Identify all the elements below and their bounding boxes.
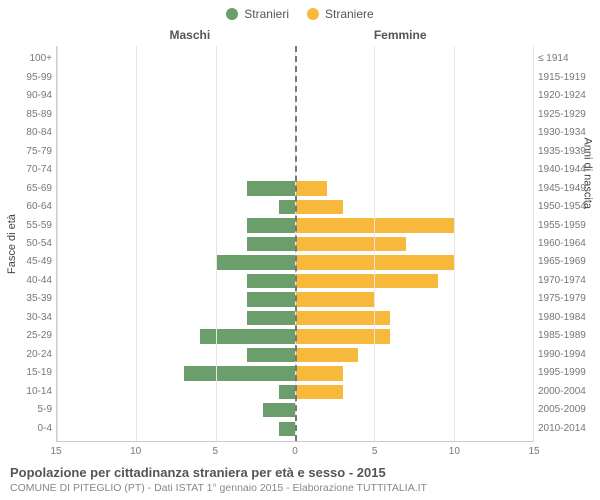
legend-swatch-female xyxy=(307,8,319,20)
bar-female xyxy=(295,385,343,399)
ylabel-birth: 1990-1994 xyxy=(538,349,596,360)
ylabel-birth: ≤ 1914 xyxy=(538,53,596,64)
ylabel-age: 65-69 xyxy=(4,183,52,194)
legend-swatch-male xyxy=(226,8,238,20)
pyramid-chart: Stranieri Straniere Maschi Femmine Fasce… xyxy=(0,0,600,500)
legend-label-female: Straniere xyxy=(325,7,374,21)
bar-male xyxy=(247,311,295,325)
bar-female xyxy=(295,274,438,288)
bar-male xyxy=(247,292,295,306)
ylabel-age: 75-79 xyxy=(4,146,52,157)
ylabel-age: 20-24 xyxy=(4,349,52,360)
ylabel-birth: 2005-2009 xyxy=(538,404,596,415)
legend: Stranieri Straniere xyxy=(0,0,600,28)
ylabel-age: 55-59 xyxy=(4,220,52,231)
bar-male xyxy=(279,385,295,399)
ylabel-age: 40-44 xyxy=(4,275,52,286)
ylabel-birth: 1960-1964 xyxy=(538,238,596,249)
ylabel-birth: 1950-1954 xyxy=(538,201,596,212)
ylabel-age: 90-94 xyxy=(4,90,52,101)
ylabel-age: 100+ xyxy=(4,53,52,64)
gridline xyxy=(533,46,534,441)
caption-title: Popolazione per cittadinanza straniera p… xyxy=(10,465,590,480)
bar-male xyxy=(247,237,295,251)
ylabel-age: 60-64 xyxy=(4,201,52,212)
ylabel-birth: 1920-1924 xyxy=(538,90,596,101)
bar-female xyxy=(295,329,390,343)
ylabel-age: 70-74 xyxy=(4,164,52,175)
ylabel-birth: 1985-1989 xyxy=(538,330,596,341)
xtick: 0 xyxy=(292,446,298,457)
ylabel-age: 0-4 xyxy=(4,423,52,434)
ylabel-birth: 1940-1944 xyxy=(538,164,596,175)
ylabel-age: 95-99 xyxy=(4,72,52,83)
ylabel-birth: 1975-1979 xyxy=(538,293,596,304)
gridline xyxy=(374,46,375,441)
ylabel-birth: 1925-1929 xyxy=(538,109,596,120)
caption: Popolazione per cittadinanza straniera p… xyxy=(10,465,590,494)
xtick: 10 xyxy=(130,446,141,457)
ylabel-birth: 2010-2014 xyxy=(538,423,596,434)
header-male: Maschi xyxy=(169,28,210,42)
bar-female xyxy=(295,292,374,306)
legend-item-male: Stranieri xyxy=(226,7,289,21)
gridline xyxy=(136,46,137,441)
ylabel-age: 50-54 xyxy=(4,238,52,249)
plot-area xyxy=(56,46,534,442)
bar-male xyxy=(184,366,295,380)
ylabel-age: 15-19 xyxy=(4,367,52,378)
bar-male xyxy=(263,403,295,417)
ylabel-birth: 1945-1949 xyxy=(538,183,596,194)
bar-female xyxy=(295,181,327,195)
ylabel-birth: 1955-1959 xyxy=(538,220,596,231)
ylabel-age: 35-39 xyxy=(4,293,52,304)
ylabel-age: 5-9 xyxy=(4,404,52,415)
ylabel-age: 10-14 xyxy=(4,386,52,397)
bar-female xyxy=(295,200,343,214)
bar-female xyxy=(295,348,358,362)
bar-male xyxy=(279,422,295,436)
ylabel-birth: 1965-1969 xyxy=(538,256,596,267)
bar-male xyxy=(247,274,295,288)
ylabel-age: 45-49 xyxy=(4,256,52,267)
xtick: 10 xyxy=(449,446,460,457)
ylabel-birth: 1930-1934 xyxy=(538,127,596,138)
gridline xyxy=(216,46,217,441)
ylabel-age: 25-29 xyxy=(4,330,52,341)
ylabel-birth: 1980-1984 xyxy=(538,312,596,323)
bar-male xyxy=(200,329,295,343)
ylabel-birth: 1995-1999 xyxy=(538,367,596,378)
gridline xyxy=(57,46,58,441)
bar-male xyxy=(279,200,295,214)
legend-label-male: Stranieri xyxy=(244,7,289,21)
ylabel-birth: 1935-1939 xyxy=(538,146,596,157)
xtick: 15 xyxy=(528,446,539,457)
caption-subtitle: COMUNE DI PITEGLIO (PT) - Dati ISTAT 1° … xyxy=(10,482,590,494)
ylabel-birth: 1970-1974 xyxy=(538,275,596,286)
ylabel-birth: 2000-2004 xyxy=(538,386,596,397)
bar-female xyxy=(295,237,406,251)
ylabel-birth: 1915-1919 xyxy=(538,72,596,83)
bar-male xyxy=(247,348,295,362)
legend-item-female: Straniere xyxy=(307,7,374,21)
bar-male xyxy=(216,255,295,269)
bar-male xyxy=(247,181,295,195)
gridline xyxy=(454,46,455,441)
bar-female xyxy=(295,311,390,325)
ylabel-age: 30-34 xyxy=(4,312,52,323)
xtick: 15 xyxy=(50,446,61,457)
ylabel-age: 85-89 xyxy=(4,109,52,120)
header-female: Femmine xyxy=(374,28,427,42)
xtick: 5 xyxy=(213,446,219,457)
column-headers: Maschi Femmine xyxy=(0,28,600,46)
xtick: 5 xyxy=(372,446,378,457)
center-line xyxy=(295,46,297,441)
bar-female xyxy=(295,366,343,380)
bar-male xyxy=(247,218,295,232)
ylabel-age: 80-84 xyxy=(4,127,52,138)
